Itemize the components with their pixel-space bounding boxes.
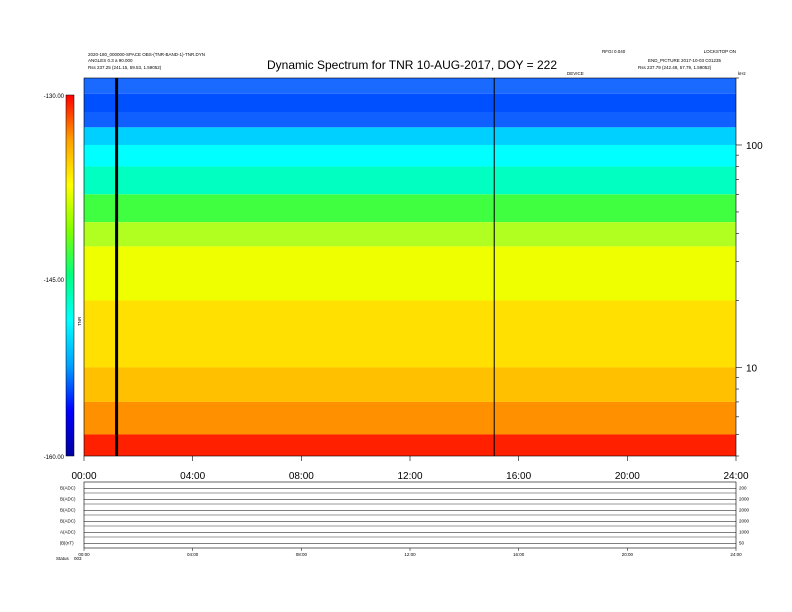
- panel-row-scale: 2000: [739, 508, 750, 513]
- left-info-line3: Rss 237.25 (241.15, 59.53, 1.59052): [88, 65, 162, 70]
- status-label: Status: [56, 556, 70, 561]
- panel-row-scale: 50: [739, 541, 745, 546]
- panel-x-tick-label: 04:00: [187, 552, 199, 557]
- marker-label: DEVICE: [567, 71, 584, 76]
- x-tick-label: 04:00: [180, 471, 205, 482]
- frequency-band: [84, 300, 736, 368]
- panel-x-tick-label: 24:00: [730, 552, 742, 557]
- left-info-line2: ANGLES 0.3 a 90.000: [88, 58, 133, 63]
- colorbar-mid-label: -145.00: [44, 278, 65, 284]
- x-tick-label: 20:00: [615, 471, 640, 482]
- frequency-band: [84, 401, 736, 435]
- left-info-line1: 2020-180_000000-SPACE OBS-(TNR-BAND-1)-T…: [88, 52, 205, 57]
- panel-row-label: B(ADC): [60, 519, 76, 524]
- colorbar-unit-label: TNR: [77, 316, 82, 326]
- frequency-band: [84, 112, 736, 128]
- frequency-band: [84, 144, 736, 167]
- frequency-band: [84, 434, 736, 456]
- frequency-band: [84, 246, 736, 301]
- lower-panels: B(ADC) 200 B(ADC) 2000 B(ADC) 2000 B(ADC) 2000 A…: [60, 481, 750, 557]
- y-tick-label: 10: [746, 363, 758, 374]
- panel-row-label: B(ADC): [60, 508, 76, 513]
- frequency-band: [84, 222, 736, 247]
- x-tick-label: 16:00: [506, 471, 531, 482]
- frequency-band: [84, 367, 736, 402]
- panel-x-tick-label: 16:00: [513, 552, 525, 557]
- x-tick-label: 00:00: [71, 471, 96, 482]
- panel-row-label: |B|(nT): [60, 541, 74, 546]
- panel-row-scale: 2000: [739, 497, 750, 502]
- right-info-line4: Rss 237.79 (242.48, 57.79, 1.59052): [638, 65, 712, 70]
- x-tick-label: 24:00: [723, 471, 748, 482]
- y-tick-label: 100: [746, 141, 763, 152]
- corner-label: kHz: [738, 71, 746, 76]
- right-info-line1: RFGI 0.040: [602, 49, 626, 54]
- panel-x-tick-label: 12:00: [404, 552, 416, 557]
- x-axis: 00:00 04:00 08:00 12:00 16:00 20:00 24:00: [71, 456, 749, 482]
- status-value: 003: [74, 556, 82, 561]
- frequency-band: [84, 93, 736, 113]
- y-axis: 100 10: [736, 77, 763, 457]
- x-tick-label: 12:00: [397, 471, 422, 482]
- frequency-bands: [84, 78, 736, 456]
- panel-row-scale: 200: [739, 486, 747, 491]
- colorbar: [65, 94, 75, 457]
- panel-x-tick-label: 00:00: [78, 552, 90, 557]
- frequency-band: [84, 166, 736, 195]
- panel-x-tick-label: 20:00: [622, 552, 634, 557]
- colorbar-top-label: -130.00: [44, 94, 65, 100]
- colorbar-bottom-label: -160.00: [44, 455, 65, 461]
- frequency-band: [84, 78, 736, 94]
- right-info-line2: LOCKSTOP ON: [704, 49, 736, 54]
- chart-title: Dynamic Spectrum for TNR 10-AUG-2017, DO…: [267, 58, 557, 72]
- panel-row-label: A(ADC): [60, 530, 76, 535]
- vertical-markers: [115, 78, 495, 456]
- x-tick-label: 08:00: [289, 471, 314, 482]
- spectrogram-plot: [83, 77, 737, 457]
- frequency-band: [84, 194, 736, 223]
- panel-x-tick-label: 08:00: [296, 552, 308, 557]
- frequency-band: [84, 127, 736, 145]
- right-info-line3: END_PICTURE 2017-10-03 C01235: [648, 58, 722, 63]
- panel-row-label: B(ADC): [60, 497, 76, 502]
- panel-row-scale: 1000: [739, 530, 750, 535]
- panel-row-scale: 2000: [739, 519, 750, 524]
- panel-row-label: B(ADC): [60, 486, 76, 491]
